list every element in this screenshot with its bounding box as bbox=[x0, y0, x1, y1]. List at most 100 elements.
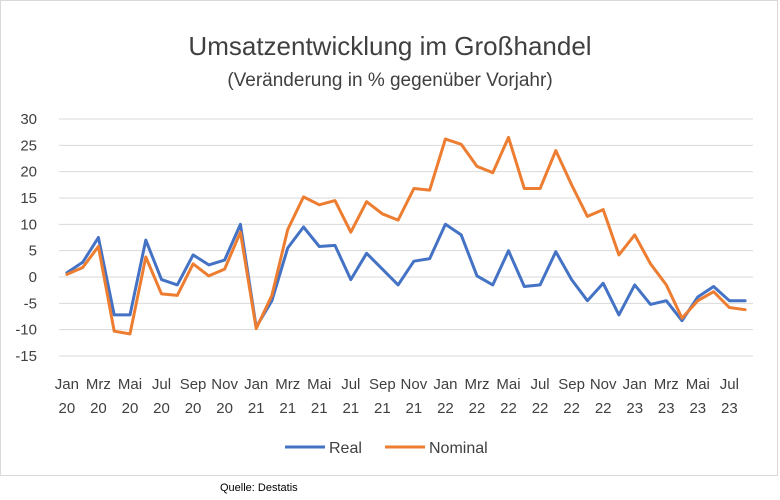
x-tick-label: Mrz 20 bbox=[86, 376, 111, 417]
data-point-real bbox=[570, 278, 573, 281]
data-point-real bbox=[428, 257, 431, 260]
x-tick-label: Nov 22 bbox=[590, 376, 617, 417]
x-tick-label: Mai 21 bbox=[307, 376, 331, 417]
x-tick-label: Mrz 21 bbox=[275, 376, 300, 417]
series-line-nominal bbox=[65, 135, 747, 336]
data-point-real bbox=[491, 283, 494, 287]
data-point-real bbox=[302, 225, 305, 229]
data-point-real bbox=[239, 223, 242, 226]
x-tick-label: Mai 23 bbox=[686, 376, 710, 417]
y-tick-label: 0 bbox=[29, 269, 37, 286]
gridlines bbox=[59, 118, 753, 357]
x-tick-label: Jan 22 bbox=[433, 376, 457, 417]
series-lines bbox=[65, 135, 747, 336]
data-point-real bbox=[333, 244, 337, 247]
data-point-nominal bbox=[680, 316, 684, 320]
x-tick-label: Mrz 22 bbox=[464, 376, 489, 417]
data-point-nominal bbox=[286, 228, 289, 231]
data-point-nominal bbox=[176, 294, 179, 297]
x-tick-label: Jul 22 bbox=[530, 376, 549, 417]
line-chart: Umsatzentwicklung im Großhandel (Verände… bbox=[15, 31, 753, 457]
data-point-real bbox=[318, 245, 321, 248]
data-point-nominal bbox=[254, 327, 258, 330]
data-point-real bbox=[523, 285, 526, 288]
data-point-nominal bbox=[223, 267, 226, 271]
data-point-real bbox=[128, 313, 132, 317]
y-tick-label: -15 bbox=[15, 348, 37, 365]
data-point-nominal bbox=[538, 187, 542, 190]
data-point-nominal bbox=[617, 253, 621, 257]
y-tick-label: -5 bbox=[24, 295, 37, 312]
data-point-nominal bbox=[523, 187, 526, 190]
y-tick-label: -10 bbox=[15, 322, 37, 339]
data-point-real bbox=[191, 253, 195, 257]
y-tick-label: 25 bbox=[20, 137, 37, 154]
y-tick-label: 5 bbox=[29, 243, 37, 260]
data-point-nominal bbox=[365, 200, 368, 203]
data-point-nominal bbox=[191, 262, 195, 266]
data-point-nominal bbox=[460, 143, 463, 146]
data-point-nominal bbox=[507, 136, 510, 139]
data-point-real bbox=[381, 267, 384, 271]
data-point-real bbox=[396, 283, 400, 287]
data-point-nominal bbox=[113, 330, 116, 333]
y-tick-label: 20 bbox=[20, 164, 37, 181]
data-point-nominal bbox=[270, 294, 274, 297]
data-point-real bbox=[617, 313, 621, 317]
data-point-real bbox=[349, 278, 352, 281]
x-tick-label: Jul 23 bbox=[720, 376, 739, 417]
data-point-nominal bbox=[239, 231, 242, 234]
data-point-nominal bbox=[97, 245, 100, 248]
data-point-real bbox=[586, 299, 589, 302]
data-point-nominal bbox=[412, 187, 416, 190]
data-point-real bbox=[460, 233, 463, 237]
data-point-real bbox=[728, 299, 731, 302]
data-point-nominal bbox=[396, 218, 400, 222]
data-point-real bbox=[475, 274, 479, 278]
data-point-nominal bbox=[65, 273, 69, 276]
chart-frame: Umsatzentwicklung im Großhandel (Verände… bbox=[0, 0, 778, 476]
data-point-real bbox=[696, 295, 699, 299]
data-point-nominal bbox=[696, 299, 699, 302]
data-point-real bbox=[507, 249, 510, 252]
x-tick-label: Mrz 23 bbox=[654, 376, 679, 417]
x-tick-label: Jan 23 bbox=[623, 376, 647, 417]
data-point-nominal bbox=[554, 149, 558, 152]
data-point-real bbox=[176, 283, 179, 287]
x-tick-label: Jan 20 bbox=[55, 376, 79, 417]
data-point-nominal bbox=[475, 165, 479, 168]
y-axis-tick-labels: 30 25 20 15 10 5 0 -5 -10 -15 bbox=[15, 111, 37, 365]
data-point-real bbox=[113, 313, 116, 317]
data-point-nominal bbox=[665, 283, 668, 287]
chart-title: Umsatzentwicklung im Großhandel bbox=[188, 31, 591, 61]
data-point-real bbox=[665, 299, 668, 302]
data-point-nominal bbox=[128, 332, 132, 336]
y-tick-label: 15 bbox=[20, 190, 37, 207]
data-point-real bbox=[365, 252, 368, 255]
data-point-nominal bbox=[491, 171, 494, 174]
x-tick-label: Jul 20 bbox=[152, 376, 171, 417]
data-point-nominal bbox=[712, 290, 715, 293]
data-point-real bbox=[712, 285, 715, 288]
x-tick-label: Mai 22 bbox=[496, 376, 520, 417]
x-tick-label: Jan 21 bbox=[244, 376, 268, 417]
data-point-nominal bbox=[302, 195, 305, 199]
x-tick-label: Nov 21 bbox=[401, 376, 428, 417]
data-point-nominal bbox=[649, 262, 652, 266]
legend-label-nominal: Nominal bbox=[429, 440, 488, 457]
data-point-nominal bbox=[728, 306, 731, 309]
data-point-real bbox=[207, 263, 211, 267]
data-point-nominal bbox=[349, 231, 352, 234]
chart-subtitle: (Veränderung in % gegenüber Vorjahr) bbox=[227, 70, 552, 91]
data-point-nominal bbox=[318, 203, 321, 207]
data-point-nominal bbox=[428, 188, 431, 192]
data-point-real bbox=[554, 250, 558, 253]
data-point-real bbox=[97, 236, 100, 239]
x-tick-label: Jul 21 bbox=[341, 376, 360, 417]
data-point-real bbox=[680, 319, 684, 322]
data-point-nominal bbox=[381, 212, 384, 215]
data-point-real bbox=[144, 238, 147, 242]
data-point-nominal bbox=[633, 233, 636, 237]
x-tick-label: Sep 21 bbox=[369, 376, 396, 417]
